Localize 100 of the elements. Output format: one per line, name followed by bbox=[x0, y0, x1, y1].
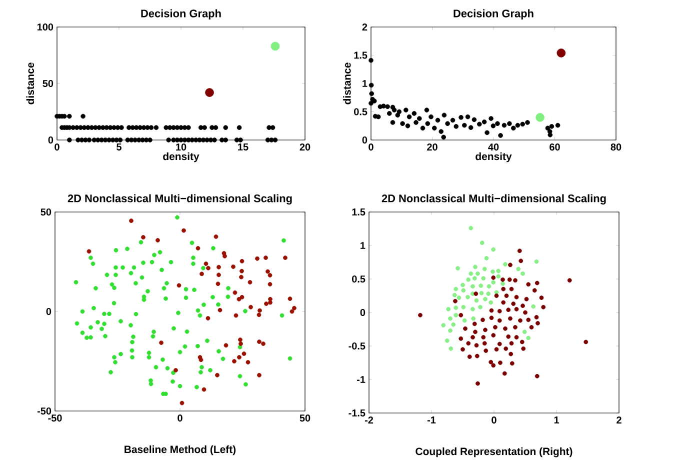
point bbox=[461, 304, 466, 310]
y-tick-label: 0 bbox=[48, 136, 54, 144]
y-tick-label: 1.5 bbox=[354, 52, 368, 59]
y-tick-label: 2 bbox=[362, 24, 368, 30]
point bbox=[462, 122, 467, 128]
point bbox=[520, 271, 525, 276]
y-tick-label: -50 bbox=[37, 407, 52, 415]
x-tick-label: -1 bbox=[427, 416, 436, 424]
point bbox=[515, 122, 520, 128]
point bbox=[261, 342, 266, 346]
point bbox=[268, 296, 272, 302]
point bbox=[450, 118, 456, 123]
chart-title: Decision Graph bbox=[141, 9, 221, 20]
point bbox=[480, 240, 484, 246]
point bbox=[222, 254, 227, 258]
point bbox=[495, 121, 500, 126]
point bbox=[490, 269, 495, 274]
point bbox=[232, 359, 236, 364]
y-axis-title: distance bbox=[343, 62, 351, 104]
point bbox=[484, 130, 490, 136]
x-tick-label: 60 bbox=[550, 144, 560, 151]
point bbox=[555, 122, 560, 128]
point bbox=[424, 108, 430, 112]
y-tick-label: 100 bbox=[37, 23, 54, 31]
y-tick-label: 50 bbox=[40, 208, 52, 216]
x-tick-label: 50 bbox=[300, 414, 310, 422]
point bbox=[491, 280, 496, 285]
point bbox=[473, 264, 478, 270]
point bbox=[257, 340, 262, 344]
point bbox=[488, 116, 494, 121]
point bbox=[218, 308, 222, 312]
point bbox=[468, 125, 474, 130]
point bbox=[248, 280, 252, 284]
point bbox=[520, 122, 525, 127]
point bbox=[482, 266, 487, 272]
point bbox=[478, 304, 482, 310]
point bbox=[486, 284, 492, 289]
point bbox=[471, 316, 476, 321]
point bbox=[264, 302, 268, 306]
x-tick-label: -2 bbox=[364, 416, 374, 424]
point bbox=[548, 132, 553, 138]
point bbox=[242, 351, 246, 356]
point bbox=[264, 256, 268, 260]
point bbox=[224, 343, 228, 348]
x-axis-title: density bbox=[476, 152, 512, 162]
point bbox=[522, 330, 527, 334]
point bbox=[465, 114, 470, 120]
point bbox=[496, 274, 501, 279]
x-tick-label: 2 bbox=[616, 416, 622, 424]
point bbox=[266, 269, 270, 274]
point bbox=[238, 342, 243, 346]
point bbox=[425, 121, 430, 126]
point bbox=[232, 290, 238, 295]
point bbox=[466, 277, 471, 282]
y-tick-label: -1.5 bbox=[348, 410, 366, 416]
point bbox=[237, 355, 242, 360]
x-tick-label: 15 bbox=[238, 144, 248, 150]
point bbox=[556, 48, 566, 58]
point bbox=[255, 256, 260, 261]
point bbox=[196, 246, 200, 250]
point bbox=[390, 120, 396, 125]
y-tick-label: -1 bbox=[357, 376, 366, 383]
point bbox=[428, 114, 434, 120]
x-tick-label: 20 bbox=[300, 144, 310, 151]
point bbox=[477, 122, 482, 127]
point bbox=[290, 309, 294, 314]
point bbox=[476, 271, 480, 276]
point bbox=[470, 284, 475, 289]
point bbox=[248, 304, 253, 310]
point bbox=[478, 284, 484, 288]
point bbox=[214, 234, 218, 239]
point bbox=[474, 298, 479, 303]
point bbox=[534, 259, 539, 264]
point bbox=[204, 262, 208, 266]
point bbox=[200, 272, 204, 276]
point bbox=[432, 126, 437, 131]
x-tick-label: 5 bbox=[116, 144, 122, 150]
point bbox=[257, 372, 262, 378]
point bbox=[156, 238, 160, 242]
point bbox=[481, 276, 486, 281]
point bbox=[525, 120, 530, 125]
chart-title: 2D Nonclassical Multi−dimensional Scaling bbox=[382, 194, 606, 205]
point bbox=[490, 123, 496, 128]
point bbox=[206, 266, 210, 270]
y-tick-label: 1 bbox=[360, 242, 366, 249]
point bbox=[507, 121, 512, 126]
point bbox=[496, 268, 501, 274]
point bbox=[452, 292, 457, 298]
point bbox=[549, 124, 554, 129]
x-tick-label: 0 bbox=[492, 416, 496, 424]
y-tick-label: 0 bbox=[360, 308, 366, 316]
point bbox=[484, 256, 489, 260]
point bbox=[180, 400, 184, 406]
point bbox=[448, 316, 452, 321]
point bbox=[216, 272, 221, 278]
point bbox=[381, 104, 386, 108]
point bbox=[368, 58, 374, 63]
x-tick-label: 80 bbox=[610, 144, 622, 151]
point bbox=[239, 274, 244, 280]
point bbox=[458, 114, 464, 120]
